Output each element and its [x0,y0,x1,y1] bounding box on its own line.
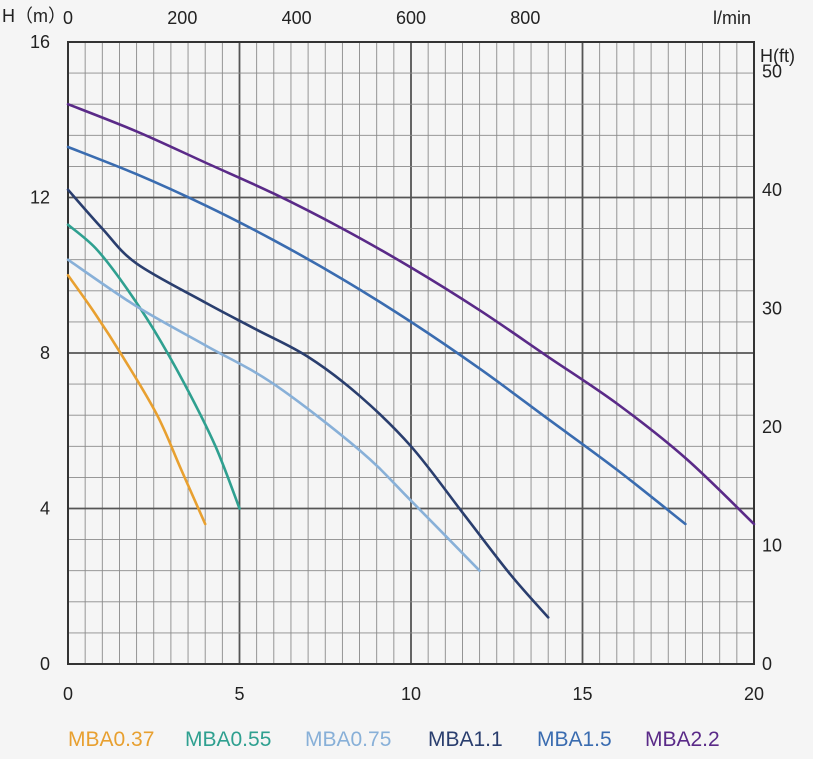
legend-item-mba0-37: MBA0.37 [68,728,155,751]
plot-frame [67,41,755,665]
y-left-tick-label: 0 [40,654,50,674]
y-right-tick-label: 0 [762,654,772,674]
x-top-tick-label: 400 [282,8,312,28]
series-line-mba0-55 [66,223,241,510]
y-left-tick-label: 4 [40,499,50,519]
x-top-tick-label: 600 [396,8,426,28]
y-right-axis-label: H(ft) [760,46,795,66]
y-right-tick-label: 20 [762,417,782,437]
x-top-tick-label: 0 [63,8,73,28]
legend-item-mba1-5: MBA1.5 [537,728,612,751]
series-line-mba2-2 [66,102,756,526]
legend-item-mba0-55: MBA0.55 [185,728,272,751]
y-right-tick-label: 50 [762,62,782,82]
series-line-mba0-75 [66,258,481,572]
chart-legend: MBA0.37 MBA0.55 MBA0.75 MBA1.1 MBA1.5 MBA2.2 [0,724,813,756]
y-right-tick-label: 10 [762,536,782,556]
y-right-tick-label: 40 [762,180,782,200]
legend-item-mba1-1: MBA1.1 [428,728,503,751]
x-top-axis-label: l/min [713,8,751,28]
x-top-tick-label: 800 [510,8,540,28]
x-bottom-tick-label: 10 [401,684,421,704]
y-left-tick-label: 16 [30,32,50,52]
series-line-mba0-37 [66,274,207,526]
y-left-tick-label: 12 [30,188,50,208]
y-right-tick-label: 30 [762,299,782,319]
x-bottom-tick-label: 15 [572,684,592,704]
y-left-axis-label: H（m） [2,6,66,26]
x-bottom-tick-label: 0 [63,684,73,704]
pump-curve-chart: 0 5 10 15 200 200 400 600 800 l/min0481216H（m）010… [2,6,795,704]
y-left-tick-label: 8 [40,343,50,363]
series-line-mba1-1 [66,188,550,619]
x-top-tick-label: 200 [167,8,197,28]
legend-item-mba2-2: MBA2.2 [645,728,720,751]
legend-item-mba0-75: MBA0.75 [305,728,392,751]
x-bottom-tick-label: 5 [234,684,244,704]
x-bottom-tick-label: 20 [744,684,764,704]
series-line-mba1-5 [66,145,687,526]
